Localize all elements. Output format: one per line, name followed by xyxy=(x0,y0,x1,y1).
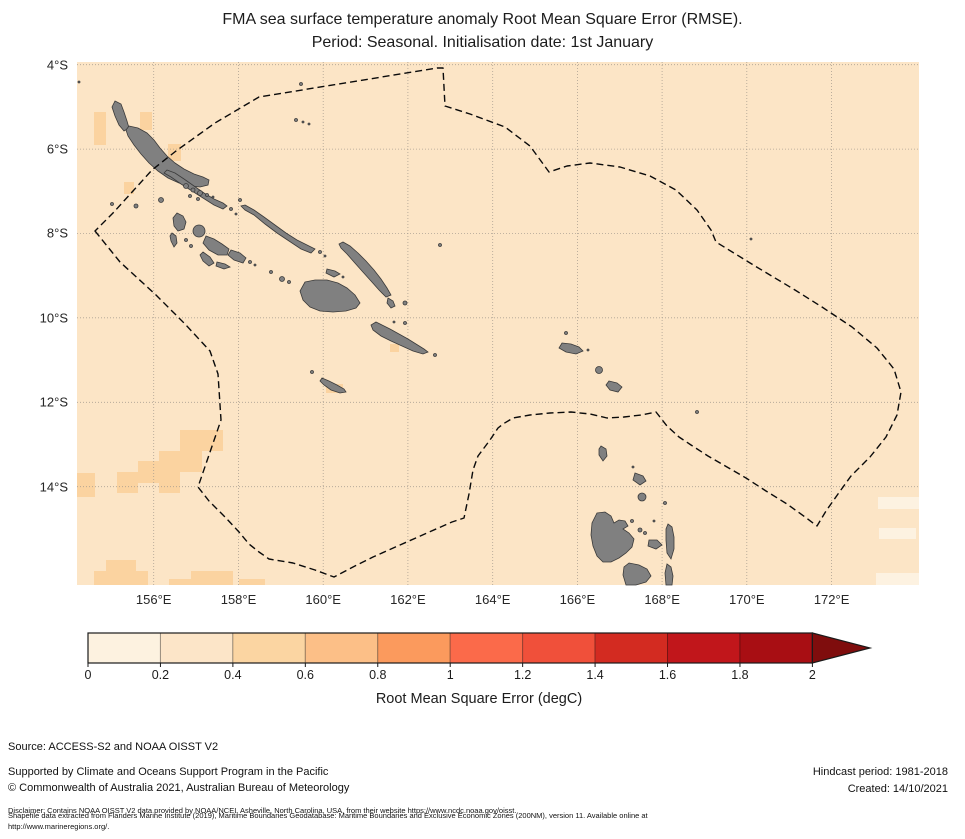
rmse-cell-light xyxy=(879,528,916,539)
colorbar-segment xyxy=(304,632,379,664)
lat-tick-label: 8°S xyxy=(46,225,68,241)
island-santa-cruz-blob xyxy=(605,380,623,393)
rmse-cell-light xyxy=(878,497,919,509)
island-santa-isabel xyxy=(240,204,316,254)
eez-boundary-dashed xyxy=(94,67,902,578)
colorbar-tick-label: 0.2 xyxy=(152,668,169,682)
disclaimer-line-2: Shapefile data extracted from Flanders M… xyxy=(8,811,648,820)
island-vanikoro xyxy=(632,472,647,486)
colorbar-tick-label: 0.8 xyxy=(369,668,386,682)
islands xyxy=(77,80,753,586)
rmse-cell-mid xyxy=(94,571,148,585)
source-text: Source: ACCESS-S2 and NOAA OISST V2 xyxy=(8,741,219,753)
colorbar-segment xyxy=(522,632,596,664)
colorbar-segment xyxy=(232,632,306,664)
rmse-cell-mid xyxy=(94,112,106,145)
lat-tick-label: 4°S xyxy=(46,57,68,73)
island-utupua xyxy=(598,445,608,462)
colorbar-segment xyxy=(449,632,524,664)
island-maramasike xyxy=(386,297,396,309)
lon-tick-label: 162°E xyxy=(390,592,426,607)
island-new-georgia xyxy=(202,235,230,256)
lat-tick-label: 14°S xyxy=(39,479,68,495)
rmse-cell-mid xyxy=(390,344,399,352)
rmse-cell-mid xyxy=(239,579,265,585)
rmse-cell-mid xyxy=(77,473,95,497)
title-line-1: FMA sea surface temperature anomaly Root… xyxy=(222,11,743,28)
rmse-cell-mid xyxy=(124,182,134,194)
island-pentecost xyxy=(664,563,674,586)
colorbar-segment xyxy=(87,632,161,664)
island-malekula xyxy=(622,562,652,586)
island-ambae xyxy=(647,539,663,550)
lon-tick-label: 156°E xyxy=(135,592,172,607)
colorbar-tick-label: 1.2 xyxy=(514,668,531,682)
colorbar-segment xyxy=(377,632,451,664)
island-ranongga xyxy=(169,232,178,248)
lon-tick-label: 158°E xyxy=(220,592,257,607)
lon-tick-label: 172°E xyxy=(813,592,850,607)
colorbar-segment xyxy=(739,632,813,664)
rmse-cell-mid xyxy=(202,430,223,451)
lat-tick-label: 10°S xyxy=(39,310,68,326)
copyright-text: © Commonwealth of Australia 2021, Austra… xyxy=(8,782,350,794)
colorbar-tick-label: 1 xyxy=(447,668,454,682)
colorbar-segment xyxy=(594,632,669,664)
island-vangunu xyxy=(227,249,247,264)
islet-dots xyxy=(77,80,753,535)
rmse-cell-mid xyxy=(191,571,233,585)
island-rendova xyxy=(199,251,215,267)
colorbar-tick-label: 1.4 xyxy=(586,668,603,682)
lon-tick-label: 166°E xyxy=(559,592,596,607)
island-tetepare xyxy=(215,261,231,270)
colorbar-tick-label: 0.4 xyxy=(224,668,241,682)
colorbar-tick-label: 0 xyxy=(85,668,92,682)
lon-tick-label: 160°E xyxy=(305,592,341,607)
island-malaita xyxy=(338,241,392,298)
colorbar-tick-label: 1.8 xyxy=(731,668,748,682)
island-makira xyxy=(370,321,429,355)
lon-tick-label: 168°E xyxy=(644,592,680,607)
title-line-2: Period: Seasonal. Initialisation date: 1… xyxy=(311,34,654,51)
island-maewo xyxy=(665,523,675,560)
rmse-cell-mid xyxy=(159,451,180,493)
island-ndeni xyxy=(558,342,584,355)
rmse-value-patches xyxy=(77,112,919,585)
colorbar-arrow xyxy=(811,632,873,664)
island-florida xyxy=(325,268,341,278)
island-bougainville xyxy=(125,125,210,188)
hindcast-period-text: Hindcast period: 1981-2018 xyxy=(812,766,948,778)
rmse-cell-mid xyxy=(117,472,138,493)
disclaimer-line-1: Disclaimer: Contains NOAA OISST V2 data … xyxy=(8,806,517,815)
colorbar-title: Root Mean Square Error (degC) xyxy=(375,691,583,707)
rmse-cell-mid xyxy=(180,430,202,472)
colorbar-segment xyxy=(667,632,741,664)
lon-tick-label: 170°E xyxy=(729,592,765,607)
figure-title: FMA sea surface temperature anomaly Root… xyxy=(0,8,965,54)
rmse-cell-mid xyxy=(169,579,191,585)
lat-tick-label: 6°S xyxy=(46,141,68,157)
island-choiseul xyxy=(163,169,228,210)
lat-tick-label: 12°S xyxy=(39,394,68,410)
lon-tick-label: 164°E xyxy=(474,592,511,607)
rmse-cell-mid xyxy=(106,560,136,573)
disclaimer-line-3: http://www.marineregions.org/. xyxy=(8,822,110,831)
supported-text: Supported by Climate and Oceans Support … xyxy=(8,766,329,778)
colorbar-tick-label: 0.6 xyxy=(297,668,314,682)
created-date-text: Created: 14/10/2021 xyxy=(847,783,948,795)
rmse-cell-light xyxy=(876,573,919,585)
colorbar-tick-label: 1.6 xyxy=(659,668,676,682)
island-rennell xyxy=(319,377,347,394)
island-vella-lavella xyxy=(172,212,187,232)
rmse-cell-mid xyxy=(140,112,152,130)
gridlines xyxy=(77,62,919,585)
island-guadalcanal xyxy=(299,279,361,313)
island-kolombangara xyxy=(192,224,206,238)
island-espiritu-santo xyxy=(590,511,635,563)
colorbar-tick-label: 2 xyxy=(809,668,816,682)
rmse-cell-mid xyxy=(138,461,159,483)
colorbar-segment xyxy=(159,632,234,664)
